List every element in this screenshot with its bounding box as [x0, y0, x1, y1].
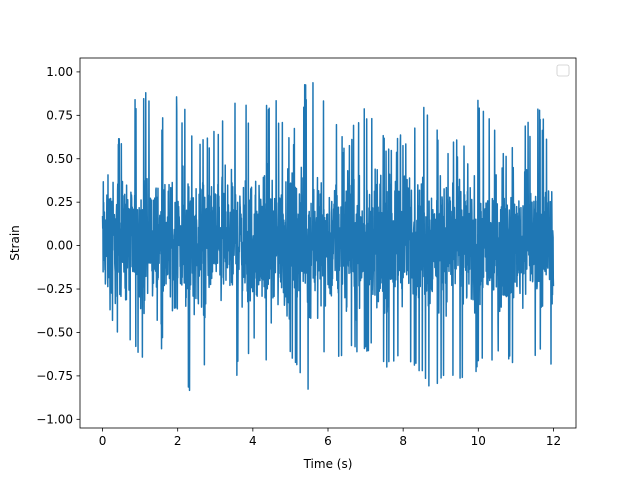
y-tick-label: 0.00 [46, 239, 73, 253]
x-tick-label: 6 [324, 434, 332, 448]
y-axis-label: Strain [8, 225, 22, 261]
y-tick-label: −1.00 [36, 412, 73, 426]
y-tick-label: 1.00 [46, 65, 73, 79]
y-tick-label: 0.50 [46, 152, 73, 166]
series-group [101, 82, 555, 392]
y-tick-group: 1.00 0.75 0.50 0.25 0.00 −0.25 −0.50 −0.75 −1.00 [36, 65, 80, 426]
y-tick-label: 0.75 [46, 108, 73, 122]
y-tick-label: 0.25 [46, 195, 73, 209]
y-tick-label: −0.75 [36, 369, 73, 383]
x-tick-label: 8 [399, 434, 407, 448]
x-axis-label: Time (s) [303, 457, 353, 471]
x-tick-label: 4 [249, 434, 257, 448]
x-tick-group: 0 2 4 6 8 10 12 [99, 428, 561, 448]
x-tick-label: 10 [471, 434, 486, 448]
strain-series-line [101, 82, 555, 392]
x-tick-label: 0 [99, 434, 107, 448]
y-tick-label: −0.50 [36, 325, 73, 339]
x-tick-label: 12 [546, 434, 561, 448]
x-tick-label: 2 [174, 434, 182, 448]
y-tick-label: −0.25 [36, 282, 73, 296]
legend-box [556, 64, 570, 77]
